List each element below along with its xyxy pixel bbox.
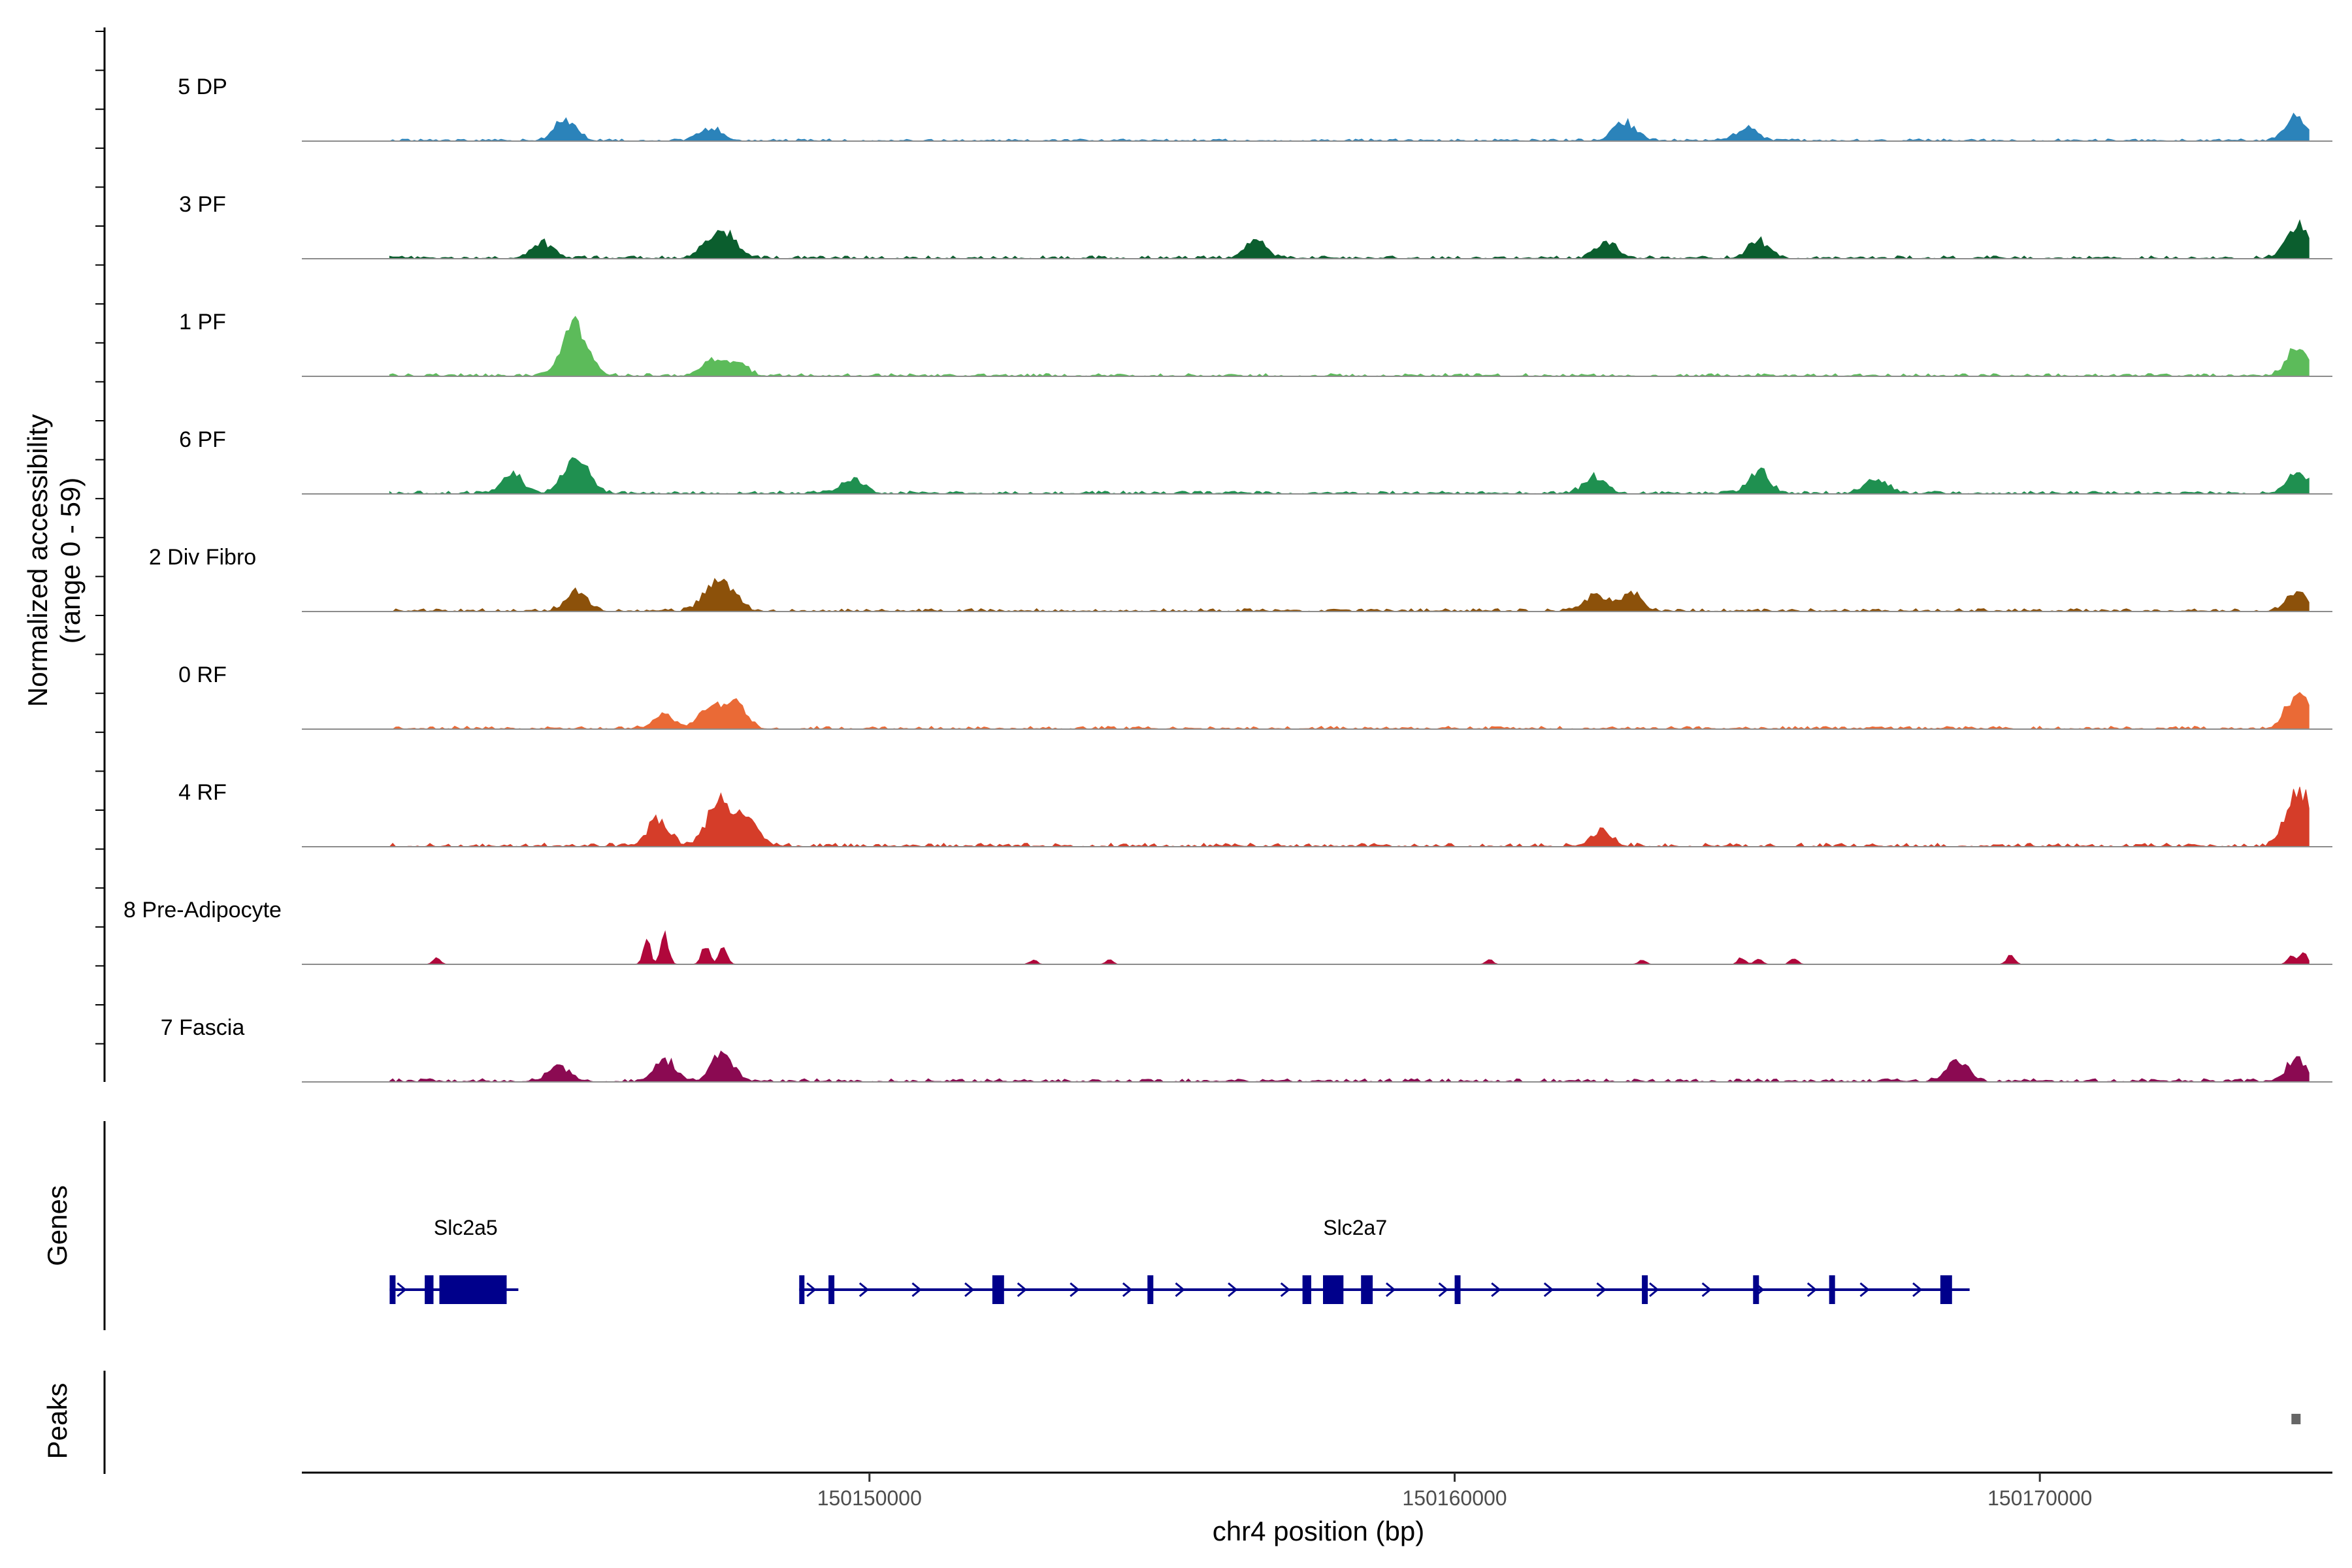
coverage-track: 7 Fascia <box>161 1015 2332 1083</box>
peak-region <box>2291 1414 2301 1424</box>
coverage-area <box>389 316 2310 377</box>
strand-arrow-icon <box>858 1282 870 1298</box>
strand-arrow-icon <box>397 1282 407 1298</box>
track-label: 4 RF <box>178 780 227 805</box>
strand-arrow-icon <box>1912 1282 1923 1298</box>
genes-panel-label: Genes <box>42 1185 73 1266</box>
gene-exon <box>1753 1275 1759 1304</box>
gene-exon <box>1642 1275 1648 1304</box>
coverage-track: 3 PF <box>179 192 2332 259</box>
coverage-track: 2 Div Fibro <box>149 545 2332 612</box>
x-axis-title: chr4 position (bp) <box>1213 1516 1425 1546</box>
coverage-area <box>389 692 2310 730</box>
gene-exon <box>1323 1275 1344 1304</box>
peaks-panel-label: Peaks <box>42 1383 73 1460</box>
gene-exon <box>1361 1275 1373 1304</box>
track-label: 7 Fascia <box>161 1015 245 1040</box>
coverage-track: 0 RF <box>178 662 2332 730</box>
gene-name: Slc2a7 <box>1323 1216 1387 1239</box>
track-label: 0 RF <box>178 662 227 687</box>
strand-arrow-icon <box>1280 1282 1291 1298</box>
x-tick-label: 150170000 <box>1987 1486 2092 1510</box>
strand-arrow-icon <box>1543 1282 1554 1298</box>
track-label: 5 DP <box>178 74 227 99</box>
coverage-track: 6 PF <box>179 427 2332 495</box>
gene-exon <box>1302 1275 1311 1304</box>
coverage-area <box>389 578 2310 612</box>
gene-exon <box>828 1275 835 1304</box>
track-label: 8 Pre-Adipocyte <box>123 898 282 923</box>
genes-panel: Slc2a5 Slc2a7 <box>103 1121 1970 1330</box>
track-label: 2 Div Fibro <box>149 545 256 570</box>
coverage-track: 5 DP <box>178 74 2332 142</box>
coverage-area <box>389 112 2310 142</box>
x-tick-label: 150160000 <box>1402 1486 1507 1510</box>
coverage-track: 4 RF <box>178 780 2332 847</box>
gene-exon <box>439 1275 507 1304</box>
strand-arrow-icon <box>964 1282 975 1298</box>
coverage-tracks: 5 DP 3 PF 1 PF 6 PF 2 Div Fibro 0 RF 4 RF 8 Pre… <box>123 74 2332 1083</box>
track-label: 6 PF <box>179 427 226 452</box>
strand-arrow-icon <box>1701 1282 1712 1298</box>
strand-arrow-icon <box>1859 1282 1870 1298</box>
gene-model: Slc2a5 <box>389 1216 519 1304</box>
x-tick-label: 150150000 <box>817 1486 922 1510</box>
strand-arrow-icon <box>1175 1282 1185 1298</box>
coverage-area <box>389 930 2310 965</box>
coverage-track: 8 Pre-Adipocyte <box>123 898 2332 965</box>
strand-arrow-icon <box>1596 1282 1607 1298</box>
strand-arrow-icon <box>1438 1282 1448 1298</box>
coverage-area <box>389 219 2310 259</box>
strand-arrow-icon <box>1070 1282 1080 1298</box>
gene-name: Slc2a5 <box>434 1216 498 1239</box>
gene-exon <box>1147 1275 1154 1304</box>
y-axis-title-line1: Normalized accessibility <box>22 414 53 707</box>
coverage-area <box>389 457 2310 495</box>
x-axis: 150150000 150160000 150170000 <box>302 1471 2332 1510</box>
gene-exon <box>799 1275 805 1304</box>
strand-arrow-icon <box>1017 1282 1028 1298</box>
track-label: 3 PF <box>179 192 226 217</box>
track-label: 1 PF <box>179 310 226 335</box>
strand-arrow-icon <box>1385 1282 1396 1298</box>
gene-model: Slc2a7 <box>799 1216 1970 1304</box>
strand-arrow-icon <box>1228 1282 1238 1298</box>
strand-arrow-icon <box>806 1282 817 1298</box>
strand-arrow-icon <box>1491 1282 1501 1298</box>
strand-arrow-icon <box>1122 1282 1133 1298</box>
gene-exon <box>425 1275 434 1304</box>
coverage-area <box>389 1050 2310 1083</box>
accessibility-y-axis <box>95 27 106 1082</box>
peaks-panel <box>103 1371 2301 1474</box>
strand-arrow-icon <box>1649 1282 1659 1298</box>
gene-exon <box>1940 1275 1952 1304</box>
gene-exon <box>992 1275 1004 1304</box>
strand-arrow-icon <box>1806 1282 1818 1298</box>
coverage-area <box>389 787 2310 847</box>
gene-exon <box>1829 1275 1835 1304</box>
gene-exon <box>1454 1275 1461 1304</box>
y-axis-title-line2: (range 0 - 59) <box>55 478 86 644</box>
coverage-track: 1 PF <box>179 310 2332 377</box>
gene-exon <box>389 1275 396 1304</box>
strand-arrow-icon <box>911 1282 922 1298</box>
